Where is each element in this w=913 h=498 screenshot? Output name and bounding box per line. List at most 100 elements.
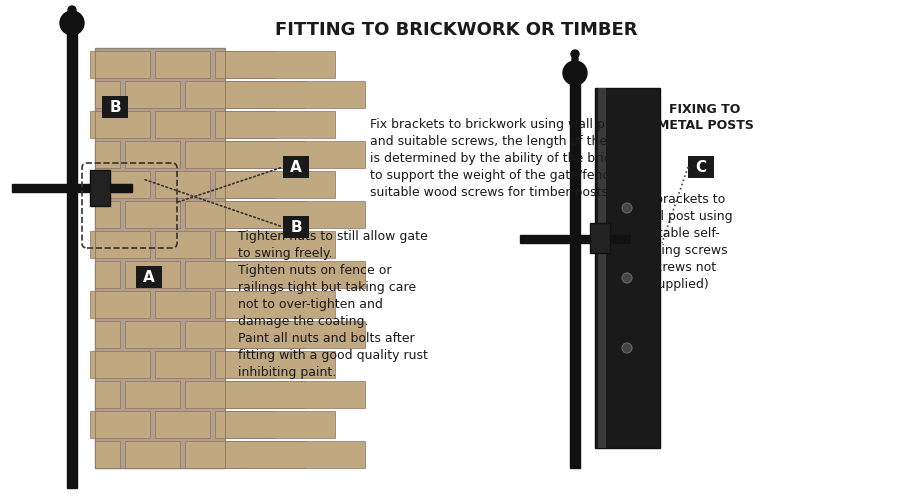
Bar	[125, 201, 180, 228]
Text: Tighten nuts to still allow gate
to swing freely.
Tighten nuts on fence or
raili: Tighten nuts to still allow gate to swin…	[238, 230, 428, 379]
Bar	[12, 184, 132, 192]
Bar	[225, 201, 305, 228]
Bar	[95, 111, 150, 138]
Bar	[225, 141, 365, 168]
Bar	[225, 141, 245, 168]
Bar	[225, 381, 365, 408]
Bar	[95, 231, 150, 258]
Bar	[225, 381, 245, 408]
Bar	[185, 201, 225, 228]
Bar	[225, 201, 365, 228]
Bar	[215, 51, 225, 78]
Bar	[125, 441, 180, 468]
Bar	[225, 351, 275, 378]
Bar	[90, 51, 95, 78]
Bar	[225, 51, 275, 78]
Bar	[225, 51, 335, 78]
Bar	[95, 171, 150, 198]
Bar	[125, 141, 180, 168]
Bar	[225, 261, 305, 288]
Bar	[225, 201, 245, 228]
Bar	[590, 223, 610, 253]
Bar	[225, 261, 365, 288]
Bar	[155, 111, 210, 138]
Text: B: B	[290, 220, 302, 235]
Bar	[125, 321, 180, 348]
Bar	[688, 156, 714, 178]
Text: A: A	[290, 159, 302, 174]
Text: Fix brackets to brickwork using wall plugs
and suitable screws, the length of th: Fix brackets to brickwork using wall plu…	[370, 118, 648, 199]
Bar	[185, 141, 225, 168]
Bar	[136, 266, 162, 288]
Text: C: C	[696, 159, 707, 174]
Ellipse shape	[572, 53, 578, 67]
Bar	[95, 351, 150, 378]
Text: Fix brackets to
metal post using
suitable self-
tapping screws
(screws not
suppl: Fix brackets to metal post using suitabl…	[627, 193, 732, 291]
Bar	[225, 411, 335, 438]
Bar	[155, 291, 210, 318]
Bar	[215, 351, 225, 378]
Bar	[90, 351, 95, 378]
Bar	[215, 411, 225, 438]
Bar	[95, 261, 120, 288]
Bar	[90, 231, 95, 258]
Bar	[595, 88, 660, 448]
Bar	[125, 81, 180, 108]
Bar	[225, 141, 305, 168]
Bar	[225, 441, 305, 468]
Bar	[225, 321, 365, 348]
Bar	[125, 261, 180, 288]
Text: FIXING TO
METAL POSTS: FIXING TO METAL POSTS	[656, 103, 753, 132]
Bar	[125, 381, 180, 408]
Bar	[102, 96, 128, 118]
Bar	[155, 171, 210, 198]
Text: FITTING TO BRICKWORK OR TIMBER: FITTING TO BRICKWORK OR TIMBER	[275, 21, 637, 39]
Bar	[215, 171, 225, 198]
Bar	[225, 321, 305, 348]
Bar	[90, 291, 95, 318]
Bar	[185, 81, 225, 108]
Bar	[283, 156, 309, 178]
Bar	[155, 51, 210, 78]
Bar	[95, 141, 120, 168]
Circle shape	[571, 50, 579, 58]
Bar	[90, 411, 95, 438]
Bar	[95, 51, 150, 78]
Bar	[225, 261, 245, 288]
Bar	[225, 381, 305, 408]
Bar	[225, 441, 245, 468]
Bar	[185, 261, 225, 288]
Bar	[95, 321, 120, 348]
Bar	[225, 351, 335, 378]
Ellipse shape	[69, 9, 75, 21]
Bar	[225, 111, 335, 138]
Bar	[215, 231, 225, 258]
Bar	[95, 291, 150, 318]
Bar	[67, 23, 77, 488]
Bar	[155, 231, 210, 258]
Bar	[215, 291, 225, 318]
Text: A: A	[143, 269, 155, 284]
Circle shape	[622, 343, 632, 353]
Bar	[185, 381, 225, 408]
Bar	[225, 81, 245, 108]
Bar	[155, 351, 210, 378]
Bar	[225, 321, 245, 348]
Bar	[225, 291, 275, 318]
Bar	[520, 235, 630, 243]
Bar	[185, 321, 225, 348]
Bar	[225, 81, 305, 108]
Bar	[90, 170, 110, 206]
Bar	[95, 81, 120, 108]
Bar	[598, 88, 606, 448]
Bar	[225, 111, 275, 138]
Bar	[155, 411, 210, 438]
Text: B: B	[110, 100, 121, 115]
Bar	[95, 201, 120, 228]
Bar	[225, 291, 335, 318]
Bar	[90, 171, 95, 198]
Bar	[225, 411, 275, 438]
Bar	[95, 411, 150, 438]
Bar	[95, 441, 120, 468]
Bar	[95, 48, 225, 468]
